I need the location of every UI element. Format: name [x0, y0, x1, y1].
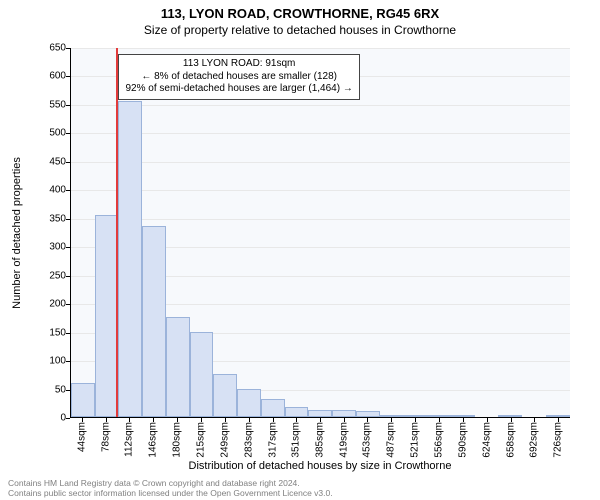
gridline	[71, 133, 570, 134]
y-tick-label: 450	[49, 156, 66, 167]
histogram-bar	[118, 101, 142, 417]
y-tick-mark	[66, 76, 70, 77]
y-tick-label: 650	[49, 43, 66, 54]
y-tick-mark	[66, 133, 70, 134]
x-tick-label: 521sqm	[409, 422, 420, 458]
x-tick-label: 487sqm	[386, 422, 397, 458]
x-axis-label: Distribution of detached houses by size …	[70, 460, 570, 472]
histogram-bar	[451, 415, 475, 417]
plot: 113 LYON ROAD: 91sqm← 8% of detached hou…	[70, 48, 570, 418]
x-tick-label: 658sqm	[505, 422, 516, 458]
histogram-bar	[546, 415, 570, 417]
annotation-box: 113 LYON ROAD: 91sqm← 8% of detached hou…	[118, 54, 359, 100]
histogram-bar	[261, 399, 285, 417]
y-axis-label: Number of detached properties	[10, 48, 24, 418]
y-tick-mark	[66, 304, 70, 305]
annotation-line3: 92% of semi-detached houses are larger (…	[125, 83, 352, 96]
histogram-bar	[166, 317, 190, 417]
gridline	[71, 105, 570, 106]
y-tick-mark	[66, 247, 70, 248]
x-tick-label: 692sqm	[529, 422, 540, 458]
x-tick-label: 180sqm	[171, 422, 182, 458]
gridline	[71, 219, 570, 220]
histogram-bar	[403, 415, 427, 417]
footer-attribution: Contains HM Land Registry data © Crown c…	[8, 478, 333, 498]
footer-line2: Contains public sector information licen…	[8, 488, 333, 498]
histogram-bar	[356, 411, 380, 417]
x-tick-label: 590sqm	[458, 422, 469, 458]
y-tick-label: 350	[49, 213, 66, 224]
y-tick-mark	[66, 276, 70, 277]
histogram-bar	[427, 415, 451, 417]
y-tick-mark	[66, 418, 70, 419]
y-tick-mark	[66, 105, 70, 106]
y-tick-mark	[66, 390, 70, 391]
x-tick-label: 556sqm	[434, 422, 445, 458]
histogram-bar	[308, 410, 332, 417]
x-tick-label: 453sqm	[362, 422, 373, 458]
y-tick-mark	[66, 48, 70, 49]
y-tick-label: 50	[55, 384, 66, 395]
y-tick-label: 200	[49, 299, 66, 310]
histogram-bar	[71, 383, 95, 417]
y-tick-mark	[66, 333, 70, 334]
marker-line	[116, 48, 118, 417]
gridline	[71, 48, 570, 49]
y-tick-label: 600	[49, 71, 66, 82]
histogram-bar	[213, 374, 237, 417]
chart-title-sub: Size of property relative to detached ho…	[0, 23, 600, 37]
histogram-bar	[285, 407, 309, 417]
x-tick-label: 44sqm	[76, 422, 87, 452]
x-tick-label: 146sqm	[148, 422, 159, 458]
x-tick-label: 351sqm	[291, 422, 302, 458]
histogram-bar	[237, 389, 261, 417]
chart-container: 113, LYON ROAD, CROWTHORNE, RG45 6RX Siz…	[0, 0, 600, 500]
histogram-bar	[498, 415, 522, 417]
histogram-bar	[142, 226, 166, 417]
x-tick-label: 78sqm	[100, 422, 111, 452]
chart-title-address: 113, LYON ROAD, CROWTHORNE, RG45 6RX	[0, 6, 600, 21]
y-tick-mark	[66, 219, 70, 220]
plot-area: 113 LYON ROAD: 91sqm← 8% of detached hou…	[70, 48, 570, 418]
x-tick-label: 624sqm	[481, 422, 492, 458]
y-tick-mark	[66, 361, 70, 362]
gridline	[71, 190, 570, 191]
y-tick-label: 150	[49, 327, 66, 338]
histogram-bar	[190, 332, 214, 417]
gridline	[71, 162, 570, 163]
x-tick-label: 385sqm	[315, 422, 326, 458]
y-tick-label: 100	[49, 356, 66, 367]
y-tick-label: 500	[49, 128, 66, 139]
histogram-bar	[332, 410, 356, 417]
histogram-bar	[380, 415, 404, 417]
annotation-line1: 113 LYON ROAD: 91sqm	[125, 58, 352, 71]
annotation-line2: ← 8% of detached houses are smaller (128…	[125, 71, 352, 84]
x-tick-label: 283sqm	[243, 422, 254, 458]
y-tick-label: 400	[49, 185, 66, 196]
x-tick-label: 419sqm	[338, 422, 349, 458]
y-tick-label: 550	[49, 99, 66, 110]
y-tick-label: 0	[60, 413, 66, 424]
y-tick-label: 300	[49, 242, 66, 253]
y-tick-mark	[66, 190, 70, 191]
x-tick-label: 215sqm	[196, 422, 207, 458]
y-axis-label-text: Number of detached properties	[11, 157, 23, 309]
footer-line1: Contains HM Land Registry data © Crown c…	[8, 478, 333, 488]
y-tick-label: 250	[49, 270, 66, 281]
x-tick-label: 112sqm	[124, 422, 135, 457]
x-tick-label: 249sqm	[220, 422, 231, 458]
title-block: 113, LYON ROAD, CROWTHORNE, RG45 6RX Siz…	[0, 0, 600, 37]
x-tick-label: 317sqm	[267, 422, 278, 458]
y-tick-mark	[66, 162, 70, 163]
x-tick-label: 726sqm	[553, 422, 564, 458]
